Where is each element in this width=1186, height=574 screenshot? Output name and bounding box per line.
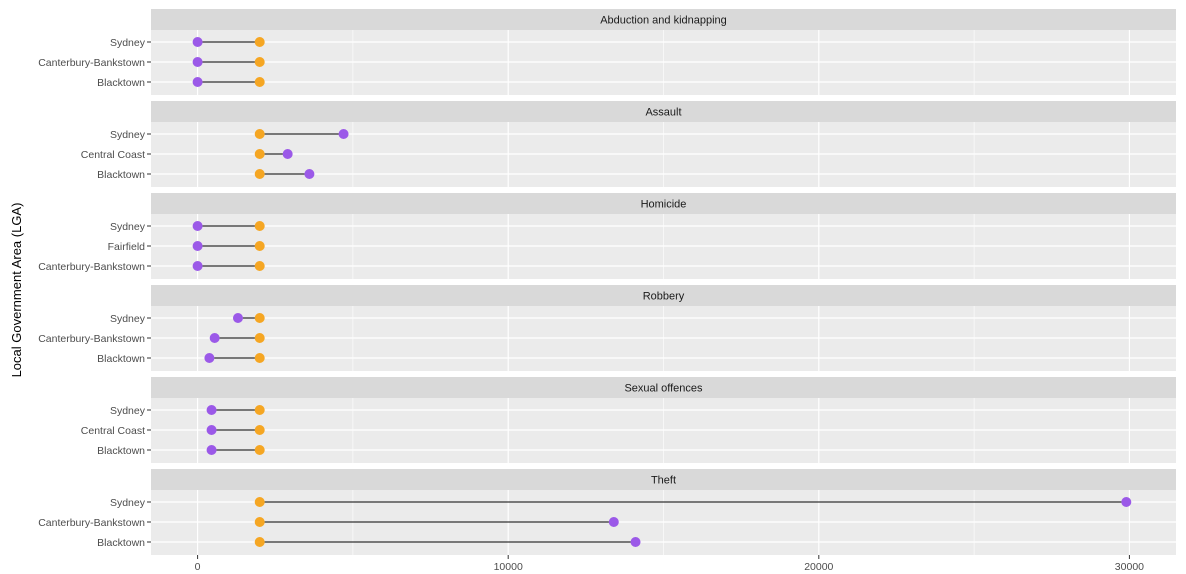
x-tick-label: 10000: [494, 561, 523, 573]
start-point: [254, 333, 265, 343]
facet-title: Assault: [645, 107, 681, 119]
start-point: [254, 405, 265, 415]
start-point: [254, 169, 265, 179]
end-point: [209, 333, 220, 343]
facet-strip: [151, 377, 1176, 398]
dumbbell-row: Canterbury-Bankstown: [38, 261, 265, 273]
start-point: [254, 445, 265, 455]
dumbbell-row: Central Coast: [81, 149, 293, 161]
end-point: [338, 129, 349, 139]
end-point: [206, 425, 217, 435]
facet-panel: Robbery Sydney Canterbury-Bankstown Blackto…: [38, 285, 1176, 371]
end-point: [608, 517, 619, 527]
y-tick-label: Canterbury-Bankstown: [38, 517, 145, 529]
dumbbell-row: Canterbury-Bankstown: [38, 57, 265, 69]
facet-strip: [151, 469, 1176, 490]
dumbbell-row: Blacktown: [97, 445, 265, 457]
y-tick-label: Central Coast: [81, 425, 145, 437]
end-point: [192, 221, 203, 231]
y-tick-label: Sydney: [110, 405, 146, 417]
start-point: [254, 129, 265, 139]
facet-panels: Abduction and kidnapping Sydney Canterbury…: [38, 9, 1176, 555]
start-point: [254, 353, 265, 363]
end-point: [192, 241, 203, 251]
dumbbell-row: Sydney: [110, 37, 265, 49]
start-point: [254, 149, 265, 159]
y-tick-label: Blacktown: [97, 537, 145, 549]
start-point: [254, 313, 265, 323]
facet-title: Sexual offences: [624, 383, 703, 395]
facet-title: Homicide: [641, 199, 687, 211]
dumbbell-row: Sydney: [110, 405, 265, 417]
end-point: [192, 57, 203, 67]
x-tick-label: 30000: [1115, 561, 1144, 573]
end-point: [1121, 497, 1132, 507]
end-point: [192, 261, 203, 271]
y-tick-label: Blacktown: [97, 353, 145, 365]
start-point: [254, 537, 265, 547]
x-axis: 0 10000 20000 30000: [195, 555, 1144, 573]
y-tick-label: Sydney: [110, 497, 146, 509]
start-point: [254, 241, 265, 251]
end-point: [206, 445, 217, 455]
facet-title: Abduction and kidnapping: [600, 15, 727, 27]
y-tick-label: Blacktown: [97, 445, 145, 457]
y-tick-label: Canterbury-Bankstown: [38, 261, 145, 273]
dumbbell-row: Fairfield: [108, 241, 265, 253]
dumbbell-row: Sydney: [110, 497, 1132, 509]
dumbbell-row: Blacktown: [97, 77, 265, 89]
facet-strip: [151, 193, 1176, 214]
y-tick-label: Sydney: [110, 313, 146, 325]
dumbbell-row: Sydney: [110, 313, 265, 325]
y-tick-label: Sydney: [110, 221, 146, 233]
dumbbell-row: Canterbury-Bankstown: [38, 333, 265, 345]
facet-strip: [151, 285, 1176, 306]
dumbbell-row: Sydney: [110, 129, 349, 141]
start-point: [254, 497, 265, 507]
end-point: [192, 77, 203, 87]
x-tick-label: 0: [195, 561, 201, 573]
end-point: [206, 405, 217, 415]
facet-strip: [151, 9, 1176, 30]
y-tick-label: Canterbury-Bankstown: [38, 57, 145, 69]
y-axis-title: Local Government Area (LGA): [9, 203, 24, 378]
x-tick-label: 20000: [804, 561, 833, 573]
end-point: [204, 353, 215, 363]
facet-panel: Abduction and kidnapping Sydney Canterbury…: [38, 9, 1176, 95]
y-tick-label: Central Coast: [81, 149, 145, 161]
dumbbell-row: Sydney: [110, 221, 265, 233]
end-point: [232, 313, 243, 323]
facet-strip: [151, 101, 1176, 122]
y-tick-label: Canterbury-Bankstown: [38, 333, 145, 345]
end-point: [630, 537, 641, 547]
facet-panel: Homicide Sydney Fairfield Canterbury-Bankst…: [38, 193, 1176, 279]
y-tick-label: Fairfield: [108, 241, 146, 253]
dumbbell-row: Blacktown: [97, 537, 641, 549]
facet-panel: Theft Sydney Canterbury-Bankstown Blacktown: [38, 469, 1176, 555]
start-point: [254, 261, 265, 271]
y-tick-label: Sydney: [110, 129, 146, 141]
dumbbell-row: Blacktown: [97, 353, 265, 365]
end-point: [304, 169, 315, 179]
start-point: [254, 517, 265, 527]
end-point: [282, 149, 293, 159]
y-tick-label: Blacktown: [97, 169, 145, 181]
facet-panel: Assault Sydney Central Coast Blacktown: [81, 101, 1176, 187]
facet-title: Theft: [651, 475, 676, 487]
y-tick-label: Sydney: [110, 37, 146, 49]
start-point: [254, 37, 265, 47]
start-point: [254, 77, 265, 87]
facet-title: Robbery: [643, 291, 685, 303]
end-point: [192, 37, 203, 47]
start-point: [254, 57, 265, 67]
facet-panel: Sexual offences Sydney Central Coast Blackt…: [81, 377, 1176, 463]
y-tick-label: Blacktown: [97, 77, 145, 89]
dumbbell-row: Central Coast: [81, 425, 265, 437]
start-point: [254, 221, 265, 231]
start-point: [254, 425, 265, 435]
dumbbell-row: Canterbury-Bankstown: [38, 517, 619, 529]
dumbbell-row: Blacktown: [97, 169, 315, 181]
